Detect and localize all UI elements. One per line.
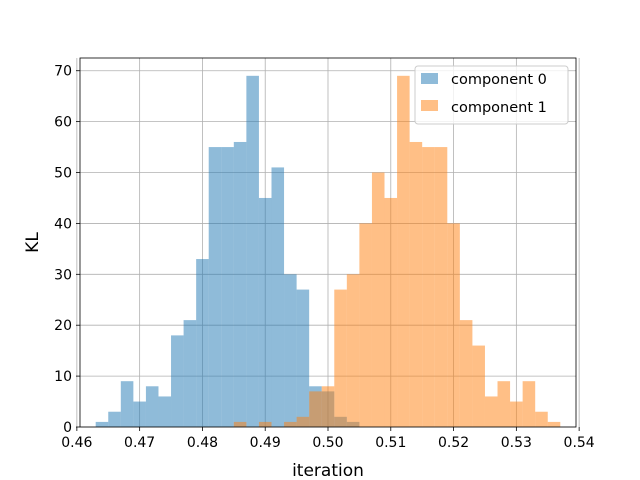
histogram-bar-component-1 (535, 411, 548, 427)
histogram-bar-component-0 (246, 75, 259, 428)
histogram-bar-component-0 (133, 401, 146, 427)
histogram-bar-component-1 (434, 147, 448, 427)
histogram-bar-component-1 (459, 320, 473, 427)
histogram-bar-component-1 (409, 141, 423, 427)
histogram-bar-component-1 (346, 274, 360, 427)
histogram-bar-component-1 (309, 391, 322, 427)
histogram-bar-component-1 (522, 381, 536, 427)
histogram-bar-component-1 (233, 421, 247, 427)
histogram-bar-component-0 (196, 259, 209, 427)
histogram-bar-component-0 (171, 335, 184, 427)
legend: component 0 component 1 (414, 65, 569, 125)
y-tick-label: 30 (54, 267, 72, 283)
legend-swatch-component-0 (421, 73, 438, 84)
histogram-bar-component-1 (397, 75, 410, 428)
histogram-bar-component-1 (472, 345, 485, 427)
y-axis-label: KL (23, 232, 43, 253)
histogram-bar-component-1 (547, 421, 561, 427)
x-tick-label: 0.54 (564, 435, 595, 451)
histogram-bar-component-1 (497, 381, 511, 427)
histogram-bar-component-0 (284, 274, 297, 427)
legend-label-component-0: component 0 (451, 72, 547, 88)
histogram-bar-component-1 (334, 289, 347, 427)
histogram-bar-component-0 (271, 167, 285, 427)
histogram-bar-component-0 (296, 289, 310, 427)
histogram-bar-component-1 (447, 223, 460, 427)
histogram-bar-component-1 (484, 396, 498, 427)
legend-swatch-component-1 (421, 100, 438, 111)
histogram-bar-component-0 (221, 147, 234, 427)
y-tick-label: 40 (54, 216, 72, 232)
histogram-bar-component-1 (321, 386, 335, 427)
x-tick-label: 0.49 (250, 435, 281, 451)
y-tick-label: 70 (54, 64, 72, 80)
histogram-bar-component-0 (158, 396, 172, 427)
bars (95, 75, 561, 428)
histogram-bar-component-1 (284, 421, 297, 427)
histogram-bar-component-0 (145, 386, 159, 427)
x-axis-label: iteration (292, 461, 364, 480)
histogram-bar-component-1 (510, 401, 523, 427)
x-tick-label: 0.48 (187, 435, 218, 451)
legend-box (414, 65, 569, 125)
legend-label-component-1: component 1 (451, 100, 547, 116)
histogram-bar-component-0 (183, 320, 197, 427)
histogram-bar-component-0 (120, 381, 134, 427)
histogram-bar-component-0 (95, 421, 109, 427)
histogram-bar-component-0 (258, 197, 272, 427)
histogram-bar-component-1 (359, 223, 372, 427)
histogram-bar-component-1 (384, 197, 398, 427)
histogram-bar-component-1 (371, 172, 385, 427)
y-tick-label: 0 (63, 420, 72, 436)
x-tick-label: 0.46 (61, 435, 92, 451)
x-tick-label: 0.53 (501, 435, 532, 451)
y-axis-ticks: 0 10 20 30 40 50 60 70 (54, 64, 80, 436)
histogram-bar-component-1 (422, 147, 435, 427)
x-tick-label: 0.51 (375, 435, 406, 451)
histogram-bar-component-0 (233, 141, 247, 427)
histogram-bar-component-1 (296, 416, 310, 427)
histogram-bar-component-0 (108, 411, 121, 427)
y-tick-label: 50 (54, 166, 72, 182)
x-tick-label: 0.50 (312, 435, 343, 451)
histogram-bar-component-0 (208, 147, 222, 427)
x-tick-label: 0.47 (124, 435, 155, 451)
x-tick-label: 0.52 (438, 435, 469, 451)
y-tick-label: 10 (54, 369, 72, 385)
y-tick-label: 60 (54, 115, 72, 131)
histogram-bar-component-1 (258, 421, 272, 427)
x-axis-ticks: 0.46 0.47 0.48 0.49 0.50 0.51 0.52 0.53 0.54 (61, 427, 595, 451)
y-tick-label: 20 (54, 318, 72, 334)
